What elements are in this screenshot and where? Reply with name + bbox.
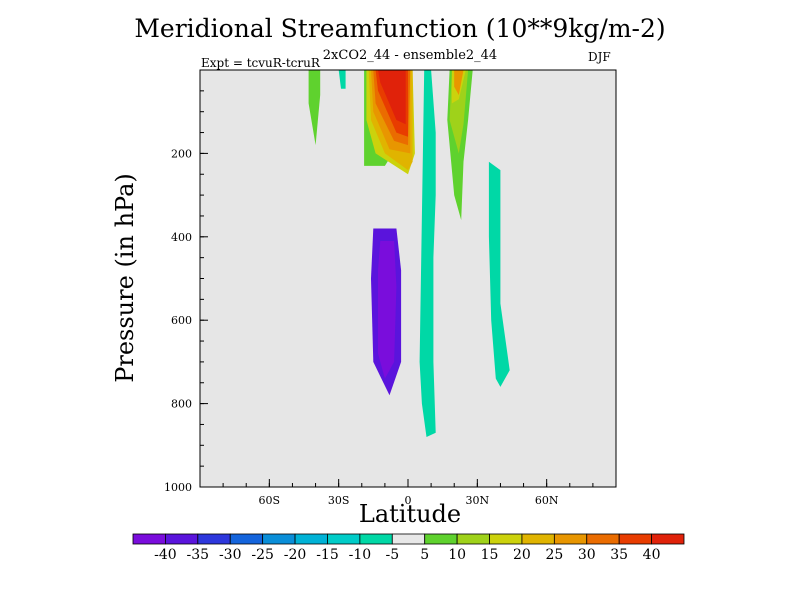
chart-title: Meridional Streamfunction (10**9kg/m-2): [134, 14, 666, 43]
x-tick-label: 30S: [328, 494, 350, 507]
season-label: DJF: [588, 50, 611, 64]
colorbar-swatch: [327, 533, 361, 545]
colorbar-label: -5: [385, 547, 399, 563]
y-tick-label: 200: [171, 147, 192, 160]
colorbar-swatch: [294, 533, 328, 545]
colorbar-swatch: [229, 533, 264, 545]
colorbar-label: 20: [513, 547, 531, 563]
colorbar-label: 30: [578, 547, 596, 563]
colorbar-swatch: [489, 533, 523, 545]
colorbar-label: 35: [610, 547, 628, 563]
y-tick-label: 1000: [164, 481, 192, 494]
colorbar-swatch: [165, 533, 199, 545]
contour-region-14: [338, 70, 346, 89]
colorbar-label: -40: [154, 547, 177, 563]
x-tick-label: 30N: [466, 494, 490, 507]
colorbar-label: 15: [481, 547, 499, 563]
contour-region-10: [454, 70, 464, 95]
colorbar-label: 25: [545, 547, 563, 563]
x-tick-label: 60N: [535, 494, 559, 507]
contour-region-2: [308, 70, 321, 146]
colorbar-swatch: [391, 533, 426, 545]
colorbar-swatch: [456, 533, 490, 545]
colorbar-swatch: [262, 533, 296, 545]
colorbar-label: -35: [187, 547, 210, 563]
colorbar-swatch: [521, 533, 555, 545]
x-axis-label: Latitude: [358, 500, 462, 528]
y-tick-label: 600: [171, 314, 192, 327]
colorbar-label: -15: [316, 547, 339, 563]
experiment-label: Expt = tcvuR-tcruR: [201, 56, 320, 70]
colorbar-swatch: [424, 533, 458, 545]
contour-region-15: [488, 161, 510, 387]
colorbar-label: -30: [219, 547, 242, 563]
contour-region-16: [419, 70, 436, 437]
y-tick-label: 400: [171, 231, 192, 244]
colorbar-swatch: [359, 533, 393, 545]
contour-regions: [308, 70, 510, 437]
colorbar-swatch: [651, 533, 685, 545]
colorbar-label: 10: [448, 547, 466, 563]
contour-region-13: [378, 70, 406, 125]
colorbar-swatch: [586, 533, 620, 545]
x-tick-label: 60S: [259, 494, 281, 507]
y-tick-label: 800: [171, 398, 192, 411]
colorbar-swatch: [197, 533, 231, 545]
colorbar-label: -25: [251, 547, 274, 563]
colorbar-label: -10: [349, 547, 372, 563]
axes: 60S 30S 0 30N 60N 200 400 600 800 1000: [164, 90, 594, 507]
colorbar-swatch: [553, 533, 588, 545]
colorbar-label: 40: [643, 547, 661, 563]
colorbar-swatch: [132, 533, 166, 545]
colorbar-label: 5: [420, 547, 429, 563]
chart-subtitle: 2xCO2_44 - ensemble2_44: [322, 48, 498, 63]
colorbar-label: -20: [284, 547, 307, 563]
x-tick-label: 0: [405, 494, 412, 507]
contour-region-1: [378, 241, 397, 379]
colorbar: -40 -35 -30 -25 -20 -15 -10 -5 5 10 15 20 25 30 35 40: [132, 533, 685, 563]
colorbar-swatch: [618, 533, 652, 545]
